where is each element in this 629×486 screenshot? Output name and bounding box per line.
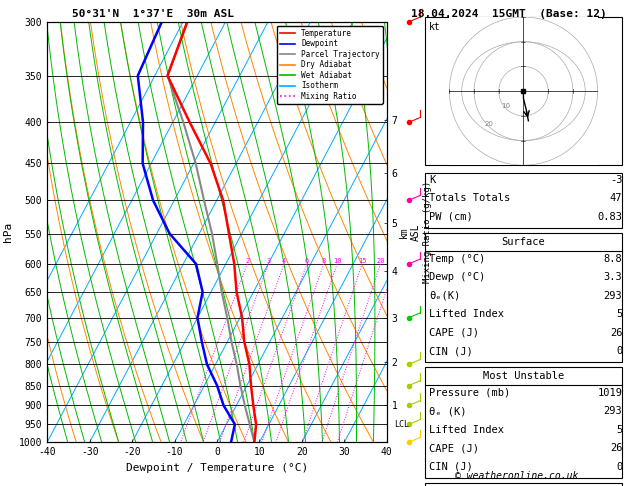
- Text: Lifted Index: Lifted Index: [429, 425, 504, 435]
- Text: 18.04.2024  15GMT  (Base: 12): 18.04.2024 15GMT (Base: 12): [411, 9, 606, 19]
- Text: © weatheronline.co.uk: © weatheronline.co.uk: [455, 471, 579, 481]
- Bar: [425, 367, 622, 478]
- Text: 5: 5: [616, 309, 622, 319]
- Bar: [425, 17, 622, 165]
- Text: 3: 3: [266, 258, 270, 264]
- Text: 8.8: 8.8: [603, 254, 622, 264]
- Text: Mixing Ratio (g/kg): Mixing Ratio (g/kg): [423, 181, 432, 283]
- Text: 293: 293: [603, 406, 622, 417]
- Legend: Temperature, Dewpoint, Parcel Trajectory, Dry Adiabat, Wet Adiabat, Isotherm, Mi: Temperature, Dewpoint, Parcel Trajectory…: [277, 26, 383, 104]
- Text: Pressure (mb): Pressure (mb): [429, 388, 510, 398]
- Text: 8: 8: [321, 258, 326, 264]
- Text: Surface: Surface: [501, 237, 545, 247]
- Text: 3.3: 3.3: [603, 272, 622, 282]
- Text: Totals Totals: Totals Totals: [429, 193, 510, 204]
- Text: -3: -3: [610, 175, 622, 185]
- Text: 26: 26: [610, 328, 622, 338]
- Text: 20: 20: [484, 121, 493, 127]
- Text: K: K: [429, 175, 435, 185]
- Text: 4: 4: [282, 258, 286, 264]
- Text: 50°31'N  1°37'E  30m ASL: 50°31'N 1°37'E 30m ASL: [72, 9, 235, 19]
- Y-axis label: hPa: hPa: [3, 222, 13, 242]
- Text: PW (cm): PW (cm): [429, 212, 473, 222]
- Text: θₑ (K): θₑ (K): [429, 406, 467, 417]
- Text: kt: kt: [429, 22, 441, 32]
- Text: 6: 6: [305, 258, 309, 264]
- Text: 47: 47: [610, 193, 622, 204]
- Text: CAPE (J): CAPE (J): [429, 443, 479, 453]
- Text: 0.83: 0.83: [598, 212, 622, 222]
- Y-axis label: km
ASL: km ASL: [399, 223, 421, 241]
- Text: 20: 20: [376, 258, 385, 264]
- X-axis label: Dewpoint / Temperature (°C): Dewpoint / Temperature (°C): [126, 463, 308, 473]
- Text: CIN (J): CIN (J): [429, 346, 473, 356]
- Text: 10: 10: [333, 258, 342, 264]
- Text: LCL: LCL: [394, 420, 409, 429]
- Text: 293: 293: [603, 291, 622, 301]
- Text: 0: 0: [616, 346, 622, 356]
- Bar: [425, 483, 622, 486]
- Text: 26: 26: [610, 443, 622, 453]
- Bar: [425, 173, 622, 228]
- Text: Most Unstable: Most Unstable: [483, 371, 564, 381]
- Bar: [425, 233, 622, 362]
- Text: CAPE (J): CAPE (J): [429, 328, 479, 338]
- Text: 5: 5: [616, 425, 622, 435]
- Text: Dewp (°C): Dewp (°C): [429, 272, 486, 282]
- Text: 10: 10: [502, 104, 511, 109]
- Text: 0: 0: [616, 462, 622, 472]
- Text: 15: 15: [358, 258, 367, 264]
- Text: 1019: 1019: [598, 388, 622, 398]
- Text: CIN (J): CIN (J): [429, 462, 473, 472]
- Text: Temp (°C): Temp (°C): [429, 254, 486, 264]
- Text: θₑ(K): θₑ(K): [429, 291, 460, 301]
- Text: Lifted Index: Lifted Index: [429, 309, 504, 319]
- Text: 2: 2: [245, 258, 249, 264]
